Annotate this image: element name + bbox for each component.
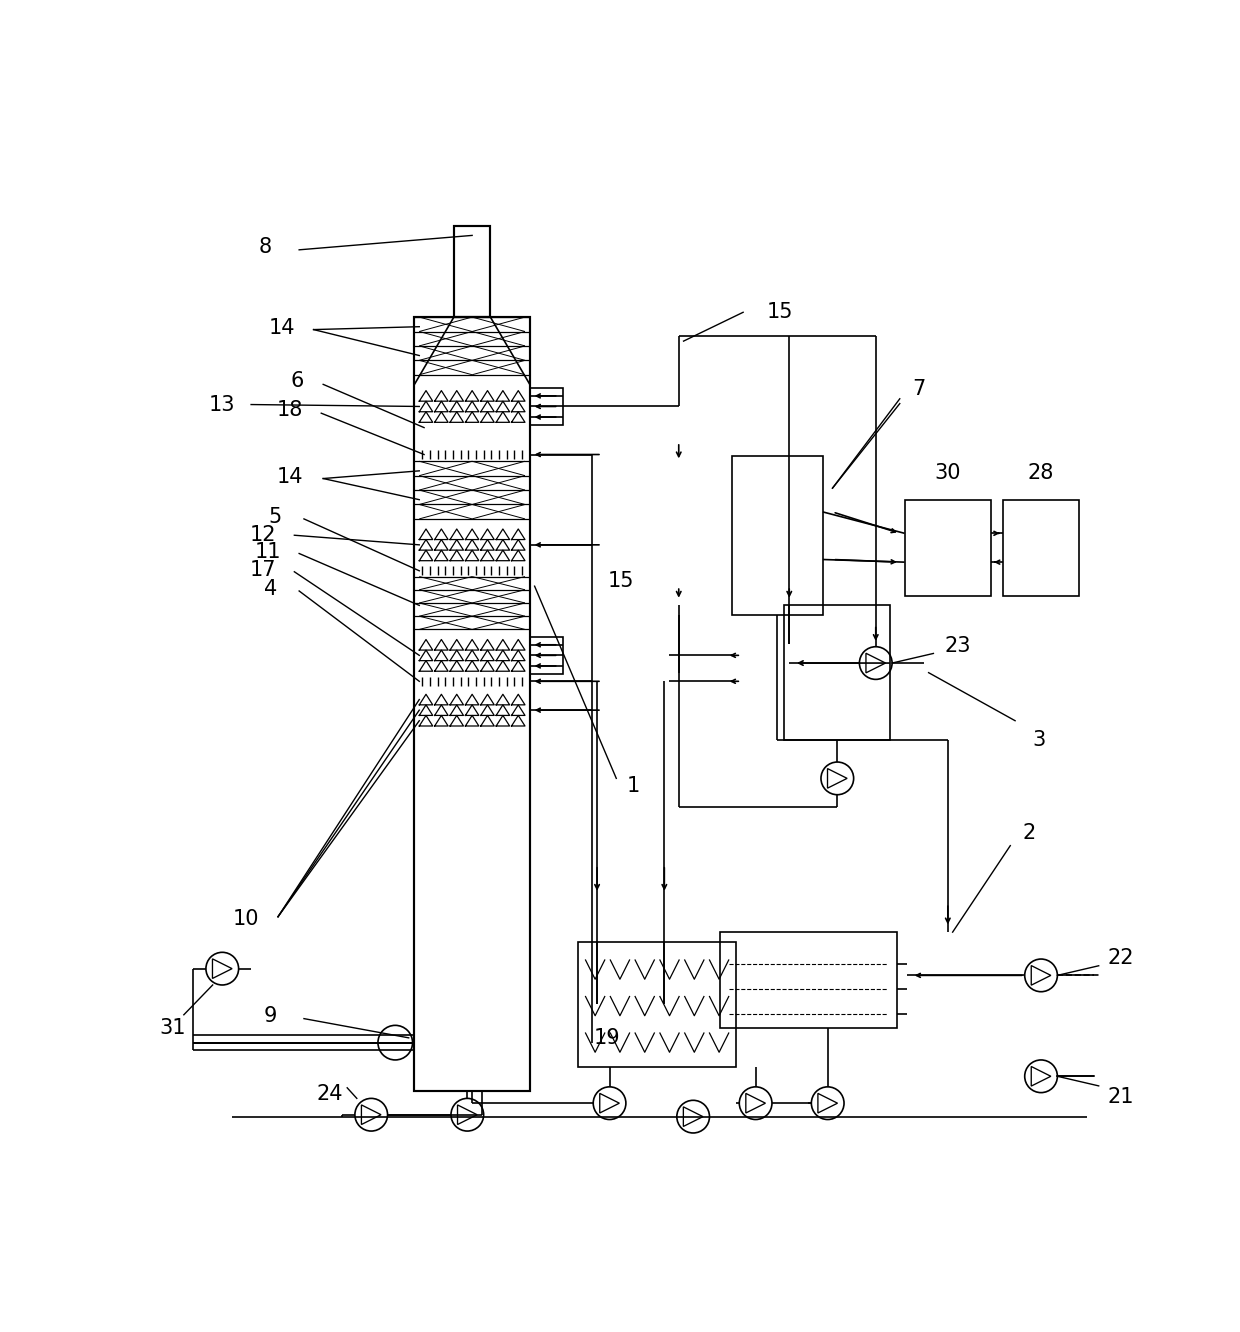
Text: 18: 18	[277, 401, 303, 421]
Text: 8: 8	[259, 237, 272, 257]
Text: 24: 24	[316, 1083, 343, 1104]
Text: 11: 11	[255, 542, 281, 562]
Text: 6: 6	[290, 372, 304, 392]
Text: 15: 15	[766, 302, 792, 322]
Bar	[454, 226, 490, 317]
Text: 22: 22	[1107, 948, 1135, 968]
Text: 31: 31	[159, 1018, 186, 1038]
Text: 14: 14	[269, 317, 295, 337]
Text: 28: 28	[1028, 462, 1054, 482]
Bar	[1003, 500, 1080, 595]
Bar	[529, 637, 563, 674]
Text: 15: 15	[608, 571, 635, 591]
Text: 7: 7	[913, 380, 925, 400]
Bar	[578, 942, 737, 1067]
Bar	[414, 317, 529, 1091]
Text: 12: 12	[249, 525, 275, 545]
Text: 3: 3	[1033, 730, 1045, 750]
Text: 5: 5	[269, 507, 281, 527]
Bar	[529, 388, 563, 425]
Bar	[785, 605, 890, 741]
Text: 14: 14	[277, 466, 303, 486]
Text: 23: 23	[944, 635, 971, 655]
Text: 10: 10	[233, 908, 259, 928]
Bar	[905, 500, 991, 595]
Text: 13: 13	[210, 394, 236, 414]
Text: 1: 1	[627, 777, 640, 797]
Text: 4: 4	[264, 579, 277, 599]
Text: 30: 30	[935, 462, 961, 482]
Text: 19: 19	[594, 1028, 620, 1048]
Text: 21: 21	[1107, 1087, 1135, 1107]
Text: 2: 2	[1023, 823, 1037, 843]
Text: 9: 9	[264, 1006, 277, 1026]
Text: 17: 17	[249, 559, 275, 579]
Bar	[732, 457, 823, 615]
Bar	[719, 932, 898, 1028]
